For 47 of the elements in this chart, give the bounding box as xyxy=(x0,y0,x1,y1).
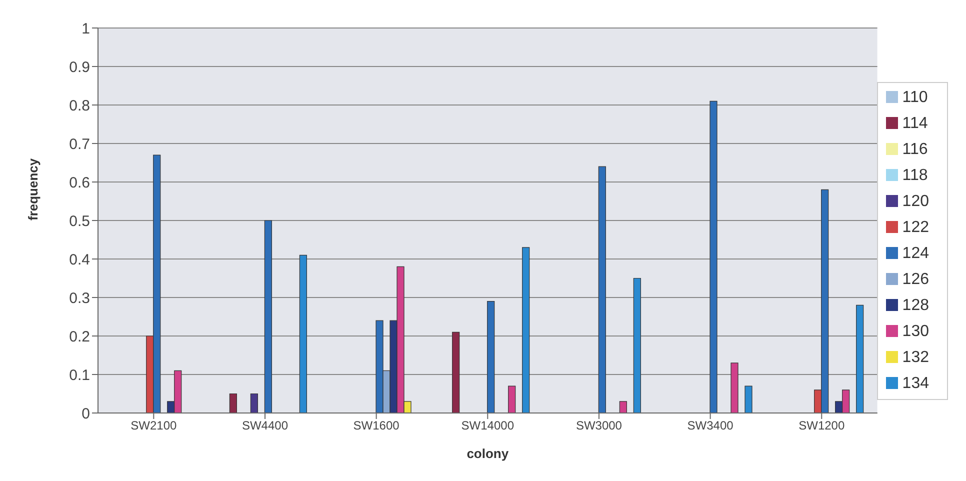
y-tick-label: 0.8 xyxy=(69,97,90,114)
legend-label: 128 xyxy=(902,296,929,314)
bar xyxy=(299,254,307,413)
bar xyxy=(264,220,272,413)
y-tick-label: 0.4 xyxy=(69,251,90,268)
bar xyxy=(710,100,718,413)
bar xyxy=(250,393,258,413)
legend-label: 118 xyxy=(902,166,928,184)
y-tick-label: 0.1 xyxy=(69,366,90,384)
y-tick-label: 0.9 xyxy=(69,58,90,76)
x-tick-label: SW14000 xyxy=(461,418,514,433)
legend-label: 120 xyxy=(902,192,929,210)
x-axis-title: colony xyxy=(466,446,510,461)
bar xyxy=(452,332,460,413)
bar xyxy=(856,304,864,413)
y-tick-label: 0.3 xyxy=(69,290,90,307)
legend-label: 110 xyxy=(902,88,928,106)
legend-label: 130 xyxy=(902,322,929,340)
x-tick-label: SW3400 xyxy=(687,418,734,433)
y-tick-label: 0.7 xyxy=(69,136,90,153)
bar xyxy=(522,247,530,413)
x-tick-label: SW1600 xyxy=(353,418,400,433)
x-tick-label: SW4400 xyxy=(242,418,288,433)
x-tick-label: SW3000 xyxy=(576,418,622,433)
legend-label: 122 xyxy=(902,218,929,236)
y-tick-label: 0.2 xyxy=(69,328,90,346)
legend-label: 114 xyxy=(902,114,928,132)
x-tick-label: SW1200 xyxy=(798,418,845,433)
legend-label: 124 xyxy=(902,244,929,262)
bar xyxy=(633,278,641,413)
legend-label: 134 xyxy=(902,374,929,392)
y-tick-label: 0 xyxy=(82,405,90,422)
bar xyxy=(487,301,495,413)
bar xyxy=(744,386,752,413)
y-tick-label: 0.6 xyxy=(69,174,90,192)
legend-label: 132 xyxy=(902,348,929,366)
bar xyxy=(229,393,237,413)
legend-label: 116 xyxy=(902,140,928,158)
y-tick-label: 1 xyxy=(82,20,90,38)
x-tick-label: SW2100 xyxy=(130,418,177,433)
y-axis-title: frequency xyxy=(26,158,41,220)
bar xyxy=(730,362,738,413)
legend-label: 126 xyxy=(902,270,929,288)
y-tick-label: 0.5 xyxy=(69,212,90,230)
bar xyxy=(598,166,606,413)
bar xyxy=(508,386,516,413)
bar xyxy=(619,401,627,413)
